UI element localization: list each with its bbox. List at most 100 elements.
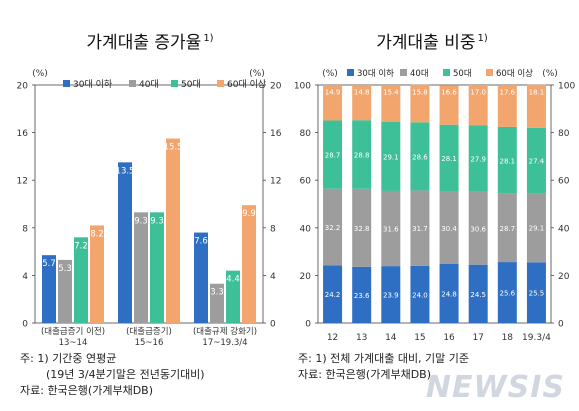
segment-value-label: 25.6 xyxy=(500,290,516,298)
bar-value-label: 7.2 xyxy=(74,241,88,251)
bar-segment xyxy=(439,124,459,192)
bar-value-label: 9.3 xyxy=(134,216,148,226)
segment-value-label: 17.6 xyxy=(500,89,516,97)
bar-segment xyxy=(439,191,459,264)
bar xyxy=(194,232,208,323)
bar-segment xyxy=(352,85,372,121)
x-tick-label: 19.3/4 xyxy=(522,333,551,343)
segment-value-label: 27.9 xyxy=(470,156,486,164)
chart-title: 가계대출 비중 1) xyxy=(376,33,488,53)
bar-segment xyxy=(381,266,401,323)
y-tick-label-left: 0 xyxy=(305,320,311,330)
bar-segment xyxy=(410,265,430,323)
segment-value-label: 14.9 xyxy=(325,89,341,97)
legend-swatch xyxy=(217,80,224,87)
legend-label: 40대 xyxy=(410,69,429,79)
y-unit-right: (%) xyxy=(542,69,558,79)
y-tick-label-right: 80 xyxy=(558,129,570,139)
y-unit-left: (%) xyxy=(322,69,338,79)
bar-segment xyxy=(439,263,459,323)
bar xyxy=(150,212,164,323)
segment-value-label: 29.1 xyxy=(529,225,545,233)
bar-segment xyxy=(497,126,517,194)
share-chart: 가계대출 비중 1) (%) (%) 0 0 20 20 40 40 60 60 80 80 100 1… xyxy=(294,33,576,343)
bar xyxy=(58,259,72,323)
y-tick-label-right: 4 xyxy=(270,272,276,282)
legend-label: 30대 이하 xyxy=(73,79,113,90)
bar xyxy=(90,225,104,323)
legend-label: 40대 xyxy=(139,79,159,90)
bar-segment xyxy=(468,125,488,192)
segment-value-label: 23.9 xyxy=(383,292,399,300)
plot-frame xyxy=(317,84,552,324)
x-tick-label: 15 xyxy=(414,333,425,343)
segment-value-label: 24.5 xyxy=(470,291,486,299)
segment-value-label: 27.4 xyxy=(529,157,545,165)
bar-value-label: 15.5 xyxy=(164,143,183,153)
bar-segment xyxy=(323,120,343,189)
segment-value-label: 28.7 xyxy=(500,225,516,233)
segment-value-label: 31.6 xyxy=(383,226,399,234)
bar-segment xyxy=(352,188,372,267)
legend-label: 60대 이상 xyxy=(496,68,533,79)
y-tick-label-left: 0 xyxy=(22,320,28,330)
segment-value-label: 24.8 xyxy=(441,290,457,298)
segment-value-label: 24.2 xyxy=(325,291,341,299)
bar-segment xyxy=(381,190,401,267)
bar-value-label: 4.4 xyxy=(226,275,240,285)
y-tick-label-right: 0 xyxy=(270,320,276,330)
segment-value-label: 23.6 xyxy=(354,292,370,300)
y-unit-left: (%) xyxy=(32,69,48,79)
x-tick-label: 16 xyxy=(443,333,455,343)
segment-value-label: 28.1 xyxy=(500,157,516,165)
bar-segment xyxy=(439,85,459,125)
x-tick-label: 14 xyxy=(385,333,397,343)
segment-value-label: 28.6 xyxy=(412,153,428,161)
y-tick-label-right: 40 xyxy=(558,224,570,234)
x-category-sublabel: 13~14 xyxy=(59,338,88,348)
bar xyxy=(134,212,148,323)
bar-segment xyxy=(497,262,517,323)
bar-segment xyxy=(526,127,546,194)
note-left-2: (19년 3/4분기말은 전년동기대비) xyxy=(46,368,205,381)
y-tick-label-left: 100 xyxy=(294,82,311,92)
x-category-label: (대출급증기) xyxy=(126,326,172,337)
bar-segment xyxy=(381,85,401,122)
y-tick-label-left: 12 xyxy=(17,177,28,187)
bar-value-label: 5.3 xyxy=(58,264,72,274)
bar xyxy=(242,205,256,323)
y-tick-label-left: 4 xyxy=(22,272,28,282)
x-category-label: (대출급증기 이전) xyxy=(41,326,105,337)
segment-value-label: 18.1 xyxy=(529,88,545,96)
bar-segment xyxy=(352,120,372,189)
bar-segment xyxy=(526,262,546,323)
x-category-sublabel: 15~16 xyxy=(135,338,164,348)
segment-value-label: 16.6 xyxy=(441,89,457,97)
y-unit-right: (%) xyxy=(249,69,265,79)
legend-label: 50대 xyxy=(181,79,201,90)
x-category-label: (대출규제 강화기) xyxy=(193,326,257,337)
bar-value-label: 5.7 xyxy=(42,259,56,269)
bar-segment xyxy=(381,121,401,191)
x-tick-label: 17 xyxy=(472,333,483,343)
growth-rate-chart: 가계대출 증가율 1) (%) (%) 0 0 4 4 8 8 12 12 16 16 20 20 5.… xyxy=(17,33,282,348)
bar xyxy=(166,138,180,323)
bar-value-label: 7.6 xyxy=(194,237,208,247)
bar-value-label: 13.5 xyxy=(116,166,135,176)
y-tick-label-left: 80 xyxy=(300,129,312,139)
chart-title: 가계대출 증가율 1) xyxy=(86,33,213,53)
watermark: NEWSIS xyxy=(425,370,565,405)
note-right-2: 자료: 한국은행(가계부채DB) xyxy=(298,368,432,381)
bar-segment xyxy=(410,122,430,191)
bar xyxy=(118,162,132,323)
legend-swatch xyxy=(171,80,178,87)
bar-value-label: 8.2 xyxy=(90,229,104,239)
bar-segment xyxy=(468,191,488,265)
y-tick-label-right: 8 xyxy=(270,224,276,234)
x-tick-label: 13 xyxy=(356,333,367,343)
bar-segment xyxy=(410,190,430,266)
legend-label: 60대 이상 xyxy=(227,79,266,90)
x-tick-label: 12 xyxy=(327,333,338,343)
segment-value-label: 30.6 xyxy=(470,225,486,233)
